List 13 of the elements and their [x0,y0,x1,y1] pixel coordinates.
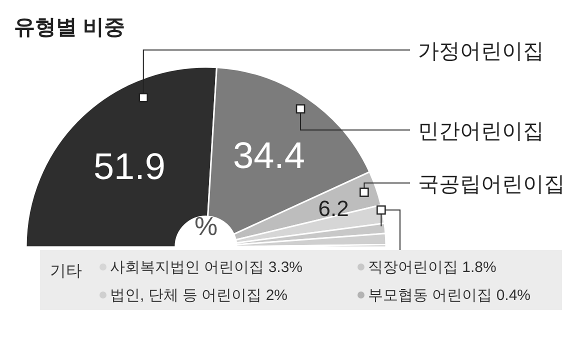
data-label: 34.4 [233,134,306,176]
legend-label: 직장어린이집 1.8% [368,259,496,276]
slice-label: 민간어린이집 [418,120,544,143]
data-label: 51.9 [93,146,166,187]
legend-label: 사회복지법인 어린이집 3.3% [110,259,303,276]
slice-label: 가정어린이집 [418,40,544,63]
slice-label: 국공립어린이집 [418,173,565,196]
data-label: 6.2 [318,196,349,221]
text: % [194,211,218,241]
legend-label: 부모협동 어린이집 0.4% [368,287,531,304]
legend-label: 법인, 단체 등 어린이집 2% [110,287,288,304]
chart-title: 유형별 비중 [14,16,125,39]
legend-title: 기타 [50,263,82,280]
